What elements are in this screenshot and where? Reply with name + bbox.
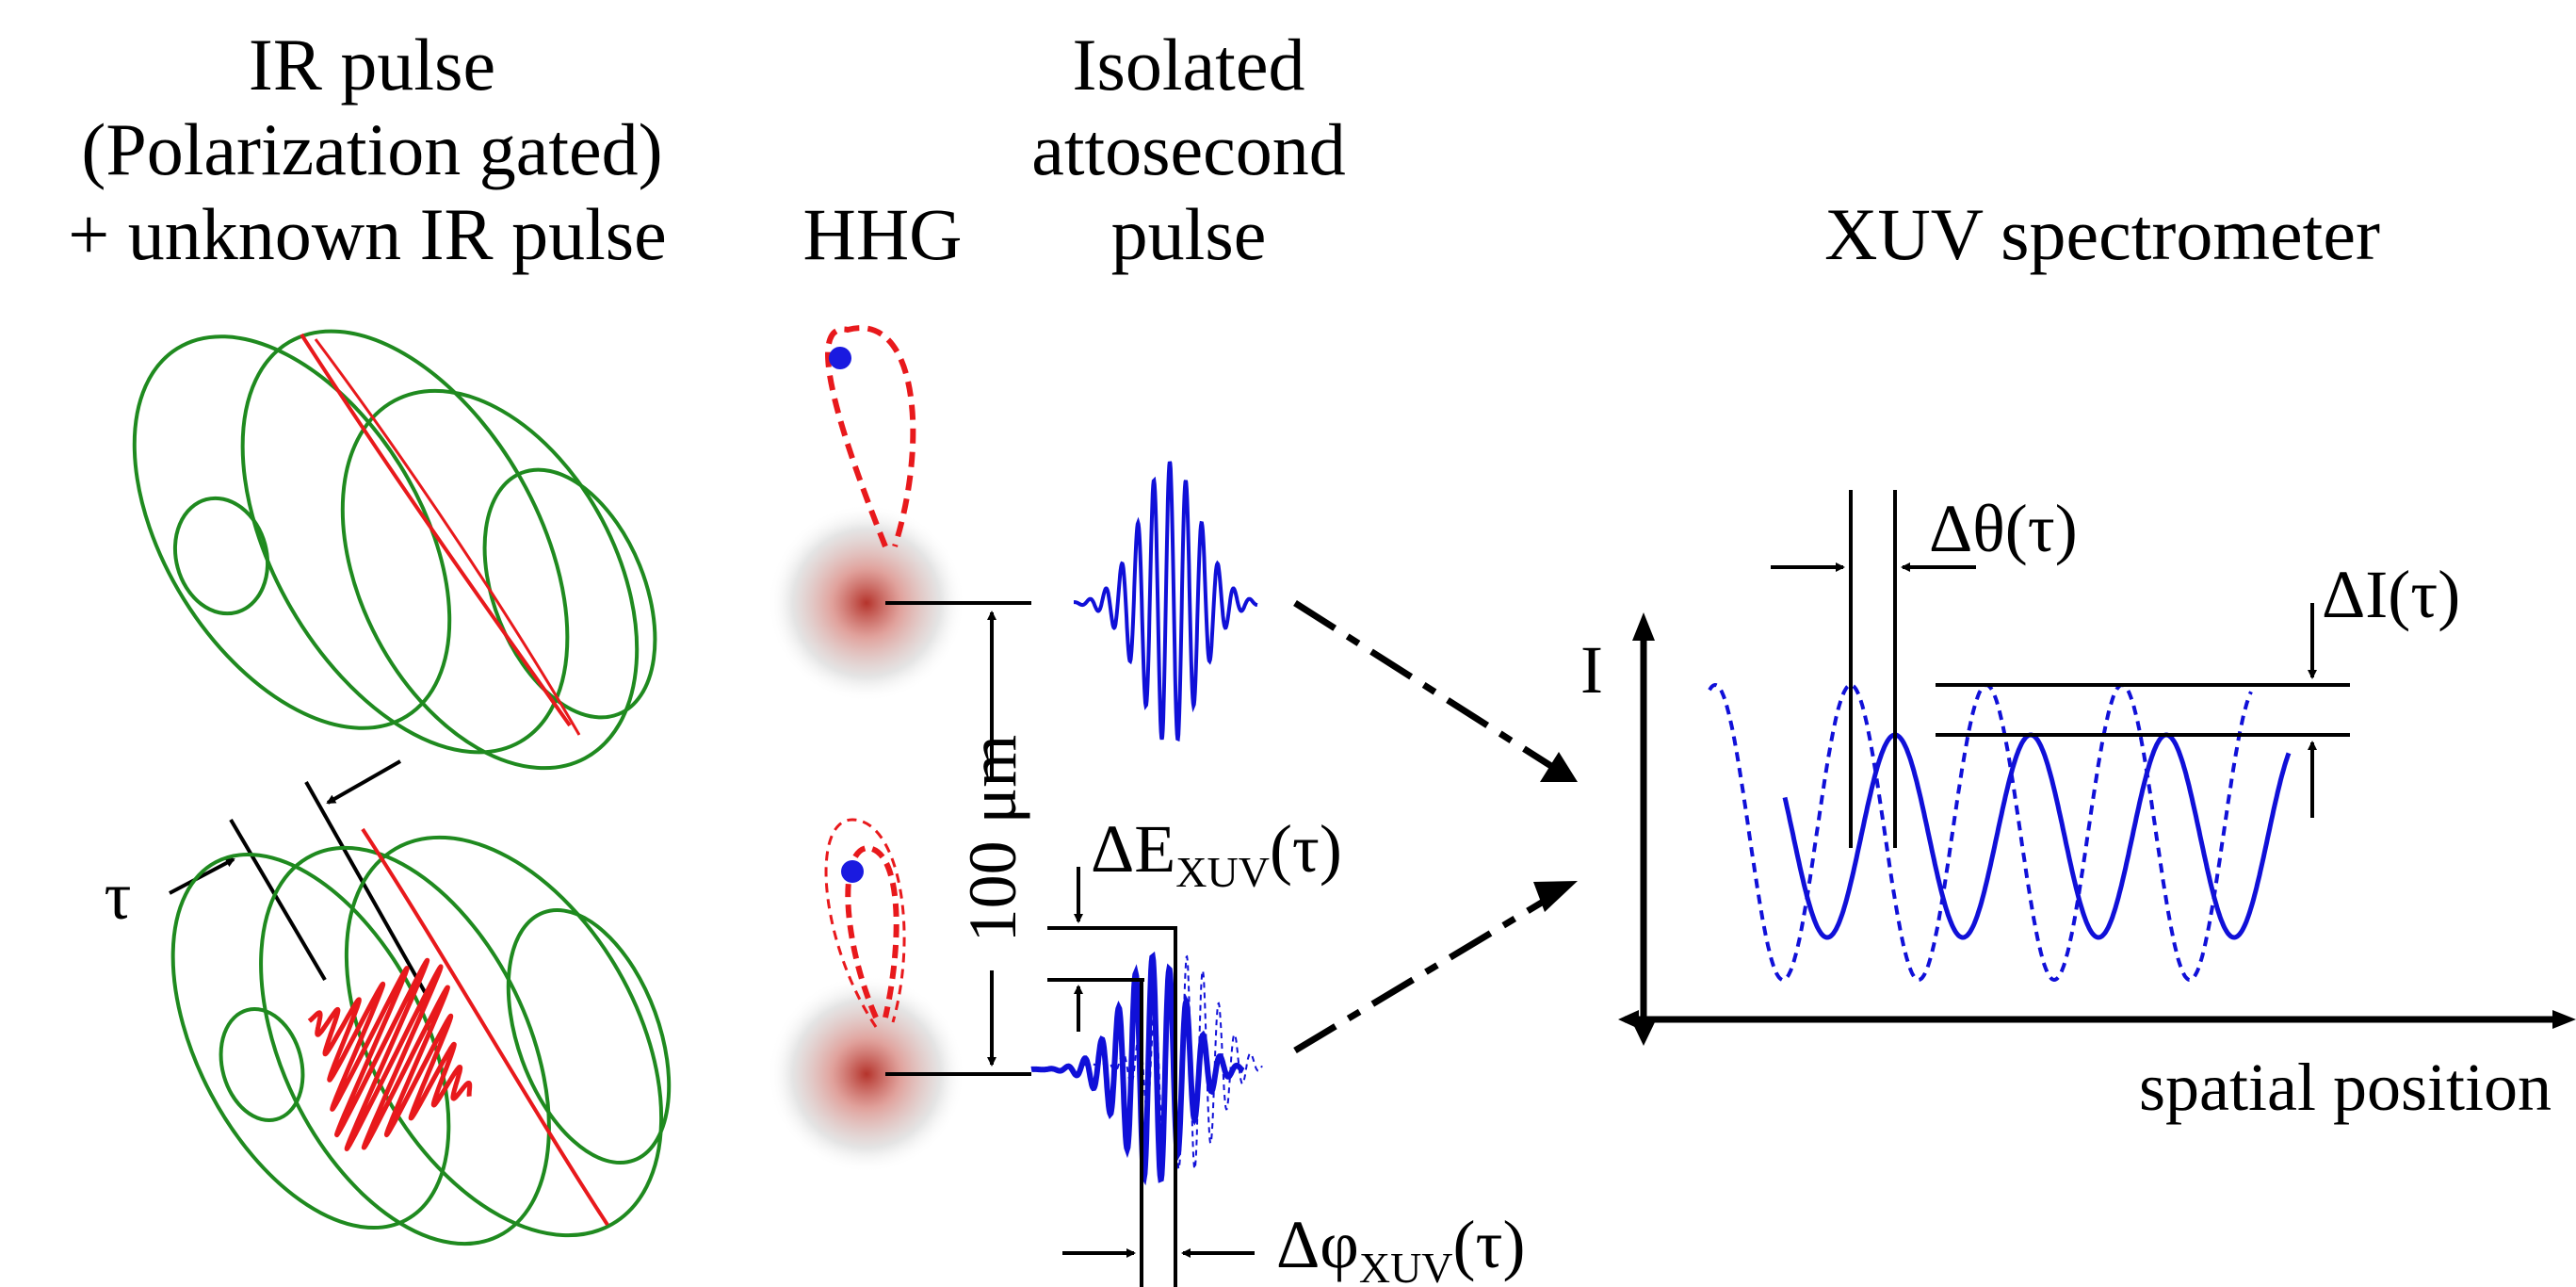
delay-marker	[169, 759, 430, 1000]
ir-ellipse-c-top	[340, 388, 640, 771]
attosecond-pulse-bottom	[1030, 951, 1245, 1186]
hhg-source-bottom	[768, 818, 1031, 1173]
electron-top	[829, 347, 851, 369]
delta-phi-label: ΔφXUV(τ)	[1276, 1207, 1525, 1287]
hhg-source-top	[768, 325, 1031, 702]
gate-line-top	[300, 333, 572, 727]
electron-trajectory-bottom-inner	[845, 844, 899, 1019]
delay-line-lower	[229, 818, 327, 982]
isolated-pulse-header-line2: attosecond	[1031, 108, 1346, 190]
fringe-pattern-reference	[1708, 682, 2253, 983]
tau-arrow	[169, 857, 235, 895]
attosecond-pulse-top	[1074, 461, 1258, 742]
delta-e-label: ΔEXUV(τ)	[1091, 811, 1342, 896]
headers: IR pulse (Polarization gated) + unknown …	[68, 24, 2380, 275]
beam-arrow-top	[1293, 600, 1556, 771]
delta-theta-label: Δθ(τ)	[1929, 491, 2078, 566]
spectrometer-axes	[1618, 612, 2576, 1046]
x-axis-arrowhead-left	[1618, 1010, 1639, 1029]
delta-i-label: ΔI(τ)	[2322, 557, 2460, 632]
propagation-arrows	[1293, 600, 1578, 1054]
ir-ellipse-a-bottom	[170, 852, 451, 1230]
isolated-pulse-header-line1: Isolated	[1073, 24, 1305, 106]
xuv-shift-markers	[1047, 867, 1255, 1287]
delta-e-sub: XUV	[1175, 848, 1270, 896]
xuv-spectrometer-header: XUV spectrometer	[1824, 193, 2380, 275]
delta-phi-arg: (τ)	[1453, 1207, 1526, 1282]
beam-arrow-bottom	[1293, 891, 1556, 1054]
ir-ellipse-small-bottom	[219, 1007, 305, 1122]
beam-arrowhead-bottom	[1533, 881, 1578, 912]
delta-phi-main: Δφ	[1276, 1207, 1359, 1282]
x-axis-label: spatial position	[2139, 1050, 2552, 1125]
delta-e-main: ΔE	[1091, 811, 1175, 887]
separation-label: 100 μm	[955, 735, 1030, 943]
ir-pulse-header-line1: IR pulse	[249, 24, 495, 106]
electron-trajectory-top	[825, 325, 916, 548]
ir-ellipse-small-top	[172, 496, 270, 616]
y-axis-label: I	[1580, 632, 1603, 708]
delta-phi-sub: XUV	[1359, 1244, 1453, 1287]
ir-ellipse-b-bottom	[259, 845, 551, 1246]
gas-jet-top	[768, 504, 965, 702]
electron-bottom	[841, 860, 864, 883]
ir-pulse-header-line3: + unknown IR pulse	[68, 193, 666, 275]
isolated-pulse-header-line3: pulse	[1111, 193, 1267, 275]
x-axis-arrowhead	[2552, 1010, 2576, 1029]
ir-pulse-header-line2: (Polarization gated)	[81, 108, 662, 190]
delay-arrow	[326, 759, 401, 805]
ir-ellipse-d-bottom	[506, 907, 672, 1165]
delay-line-upper	[304, 781, 430, 1000]
beam-arrowhead-top	[1540, 752, 1578, 782]
gas-jet-bottom	[768, 975, 965, 1173]
ir-pulse-top	[132, 329, 657, 771]
fringe-shift-markers	[1771, 490, 2350, 848]
ir-ellipse-b-top	[240, 329, 570, 755]
delta-e-arg: (τ)	[1270, 811, 1342, 887]
gated-ir-oscillation	[307, 957, 473, 1151]
hhg-header: HHG	[803, 193, 963, 275]
tau-label: τ	[105, 858, 132, 934]
gate-line-bottom	[361, 827, 609, 1227]
electron-trajectory-bottom-outer	[824, 818, 906, 1028]
y-axis-arrowhead	[1632, 612, 1655, 641]
ir-ellipse-d-top	[482, 467, 657, 720]
ir-ellipse-a-top	[132, 334, 452, 730]
gate-line-top-2	[314, 338, 581, 736]
fringe-pattern-shifted	[1782, 732, 2292, 940]
